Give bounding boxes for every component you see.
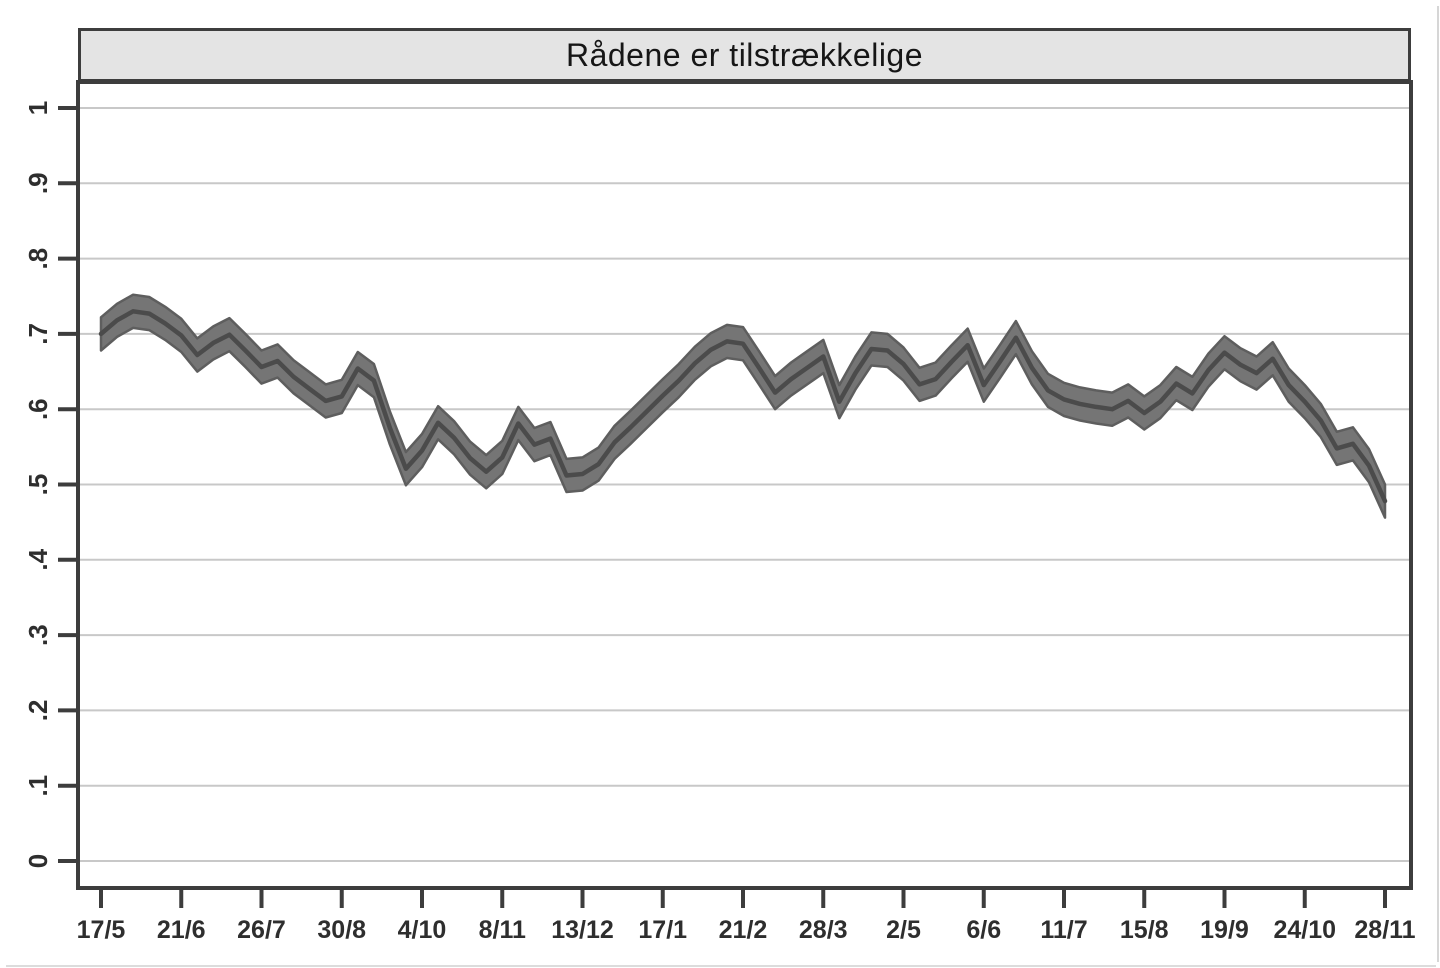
x-axis-tick-label: 6/6 [966,916,1001,944]
y-axis-tick-label: 0 [23,854,53,868]
x-axis-tick-label: 24/10 [1273,916,1336,944]
y-axis-tick-label: .9 [23,172,53,194]
x-axis-tick-label: 17/5 [77,916,126,944]
x-axis-tick-label: 13/12 [551,916,614,944]
x-axis-tick-label: 15/8 [1120,916,1169,944]
x-axis: 17/5 21/6 26/7 30/8 4/10 8/11 13/12 17/1 21/2 28/… [77,888,1416,944]
y-axis-tick-label: .6 [23,398,53,420]
x-axis-tick-label: 19/9 [1200,916,1249,944]
x-axis-tick-label: 17/1 [638,916,687,944]
y-axis-tick-label: .1 [23,775,53,797]
x-axis-tick-label: 28/11 [1354,916,1415,944]
y-axis-tick-label: 1 [23,101,53,115]
x-axis-tick-label: 11/7 [1040,916,1087,944]
image-edge-artifact-bottom [6,965,1436,967]
y-axis-tick-label: .8 [23,248,53,270]
x-axis-tick-label: 4/10 [398,916,447,944]
x-axis-tick-label: 28/3 [799,916,848,944]
y-axis-tick-label: .3 [23,624,53,646]
x-axis-tick-label: 30/8 [317,916,366,944]
y-axis: 0 .1 .2 .3 .4 .5 .6 .7 .8 .9 1 [23,101,78,868]
gridlines [80,107,1409,862]
chart-title: Rådene er tilstrækkelige [565,36,924,73]
y-axis-tick-label: .4 [23,548,53,570]
x-axis-tick-label: 26/7 [237,916,286,944]
y-axis-tick-label: .2 [23,700,53,722]
y-axis-tick-label: .7 [23,323,53,345]
x-axis-tick-label: 2/5 [886,916,921,944]
confidence-band [99,293,1387,519]
chart-title-box: Rådene er tilstrækkelige [78,28,1411,82]
x-axis-tick-label: 21/6 [157,916,206,944]
x-axis-tick-label: 8/11 [479,916,526,944]
x-axis-tick-label: 21/2 [719,916,768,944]
y-axis-tick-label: .5 [23,474,53,496]
mean-line [98,309,1388,504]
image-edge-artifact-right [1437,6,1439,962]
